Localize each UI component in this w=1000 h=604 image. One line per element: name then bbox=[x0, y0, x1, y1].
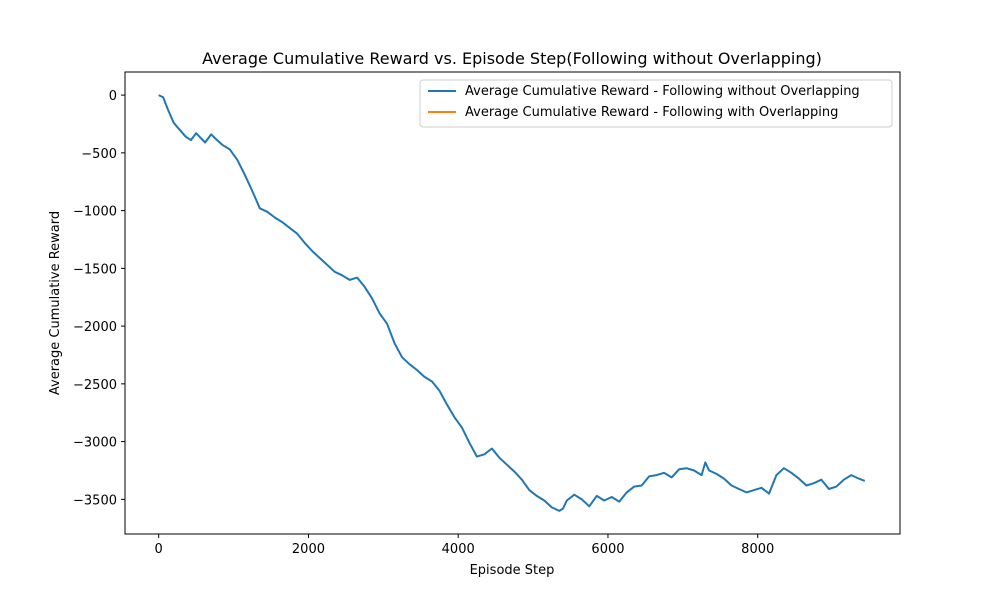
legend-frame bbox=[419, 79, 893, 128]
plot-area bbox=[124, 71, 901, 535]
y-tick-label: −2500 bbox=[73, 378, 117, 393]
y-tick-label: −1500 bbox=[73, 262, 117, 277]
x-tick-label: 4000 bbox=[442, 542, 475, 557]
y-tick-label: −3500 bbox=[73, 493, 117, 508]
x-tick-label: 6000 bbox=[591, 542, 624, 557]
x-axis-ticks: 0 2000 4000 6000 8000 bbox=[155, 534, 774, 557]
y-axis-ticks: 0 −500 −1000 −1500 −2000 −2500 −3000 −3500 bbox=[73, 89, 125, 508]
y-tick-label: −1000 bbox=[73, 205, 117, 220]
chart-title: Average Cumulative Reward vs. Episode St… bbox=[202, 49, 822, 68]
series-line-0 bbox=[158, 94, 866, 512]
x-tick-label: 2000 bbox=[292, 542, 325, 557]
y-axis-label: Average Cumulative Reward bbox=[48, 211, 63, 395]
y-tick-label: −2000 bbox=[73, 320, 117, 335]
y-tick-label: −3000 bbox=[73, 436, 117, 451]
x-axis-label: Episode Step bbox=[470, 563, 555, 578]
y-tick-label: 0 bbox=[109, 89, 117, 104]
x-tick-label: 8000 bbox=[741, 542, 774, 557]
legend-label-0: Average Cumulative Reward - Following wi… bbox=[465, 84, 860, 99]
x-tick-label: 0 bbox=[155, 542, 163, 557]
y-tick-label: −500 bbox=[81, 147, 117, 162]
legend: Average Cumulative Reward - Following wi… bbox=[419, 79, 893, 128]
legend-label-1: Average Cumulative Reward - Following wi… bbox=[465, 105, 838, 120]
axes-frame bbox=[124, 71, 901, 535]
